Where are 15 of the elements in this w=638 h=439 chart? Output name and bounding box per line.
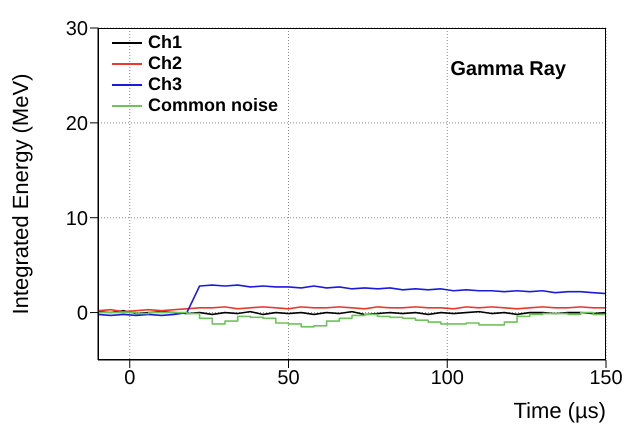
legend-label: Ch3 <box>148 74 182 95</box>
x-tick-label: 150 <box>589 367 623 390</box>
legend-label: Ch2 <box>148 53 182 74</box>
x-tick-label: 50 <box>277 367 300 390</box>
y-tick-label: 20 <box>66 112 88 135</box>
x-tick-label: 100 <box>430 367 464 390</box>
y-tick-label: 10 <box>66 208 88 230</box>
legend-label: Common noise <box>148 95 278 116</box>
x-tick-label: 0 <box>124 367 136 390</box>
y-tick-label: 30 <box>66 18 88 40</box>
y-tick-label: 0 <box>76 302 88 325</box>
annotation: Gamma Ray <box>450 58 566 81</box>
legend-label: Ch1 <box>148 32 182 53</box>
y-axis-title: Integrated Energy (MeV) <box>8 74 33 314</box>
x-axis-title: Time (µs) <box>513 398 606 423</box>
